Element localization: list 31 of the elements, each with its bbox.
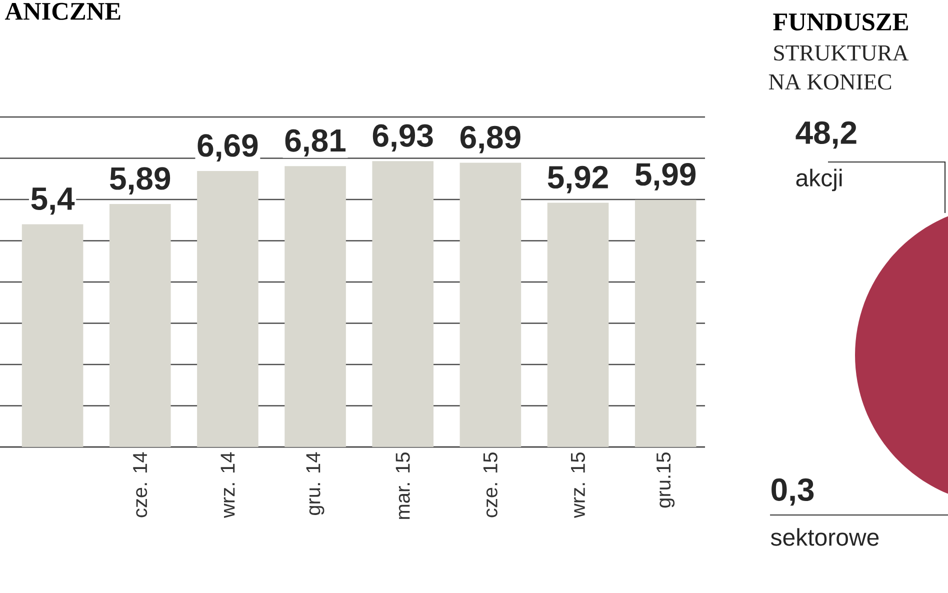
- data-label: 6,69: [198, 134, 258, 162]
- bar: [197, 171, 258, 447]
- x-tick-label: wrz. 14: [220, 452, 235, 518]
- bar: [22, 224, 84, 447]
- x-tick-label: gru.15: [656, 452, 675, 508]
- text: 48,2: [796, 121, 856, 149]
- x-tick-label: wrz. 15: [571, 452, 585, 518]
- data-label: 5,99: [635, 163, 696, 190]
- x-tick-label: mar. 15: [396, 452, 410, 519]
- bar: [547, 202, 609, 447]
- data-label: 5,4: [31, 188, 75, 215]
- bar: [460, 162, 522, 447]
- bar: [109, 204, 171, 447]
- text: sektorowe: [770, 528, 879, 546]
- data-label: 6,81: [285, 129, 346, 156]
- bar: [372, 161, 434, 447]
- bar: [634, 200, 696, 447]
- x-tick-label: gru. 14: [306, 452, 324, 515]
- x-tick-label: cze. 14: [133, 452, 148, 518]
- x-tick-label: cze. 15: [483, 452, 498, 518]
- text: NA KONIEC: [768, 74, 892, 90]
- text: akcji: [796, 168, 842, 192]
- text: STRUKTURA: [774, 45, 909, 61]
- chart-title: ANICZNE: [4, 2, 120, 20]
- data-label: 6,93: [372, 124, 433, 152]
- data-label: 5,89: [110, 167, 170, 194]
- data-label: 5,92: [548, 166, 608, 194]
- bar: [284, 166, 346, 447]
- text: FUNDUSZE: [773, 13, 908, 31]
- data-label: 6,89: [460, 126, 520, 154]
- text: 0,3: [772, 478, 814, 506]
